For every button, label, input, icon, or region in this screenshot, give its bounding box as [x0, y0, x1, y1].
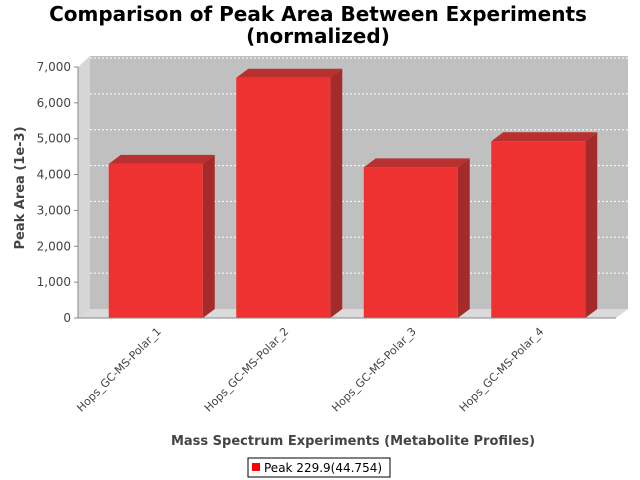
- legend-swatch: [252, 463, 260, 471]
- bar-side: [202, 154, 215, 318]
- bar-top: [363, 158, 470, 168]
- y-axis-label: Peak Area (1e-3): [13, 126, 28, 249]
- bars: [108, 68, 598, 318]
- y-axis-ticks: 0 1,000 2,000 3,000 4,000 5,000 6,000 7,000: [37, 60, 78, 325]
- legend-label: Peak 229.9(44.754): [264, 461, 382, 475]
- bar-side: [457, 158, 470, 318]
- chart-title-line-2: (normalized): [246, 24, 390, 48]
- legend: Peak 229.9(44.754): [247, 457, 391, 478]
- x-axis-ticks: Hops_GC-MS-Polar_1 Hops_GC-MS-Polar_2 Hops…: [74, 325, 546, 415]
- plot-area: [77, 56, 628, 319]
- bar-top: [108, 154, 215, 164]
- y-tick-label: 3,000: [37, 203, 71, 217]
- y-tick-label: 6,000: [37, 96, 71, 110]
- plot-left-wall: [78, 56, 90, 318]
- x-tick-label: Hops_GC-MS-Polar_2: [202, 325, 292, 415]
- y-tick-label: 0: [63, 311, 71, 325]
- bar-top: [491, 132, 598, 142]
- bar-front: [491, 141, 586, 318]
- x-tick-label: Hops_GC-MS-Polar_4: [457, 325, 547, 415]
- x-tick-label: Hops_GC-MS-Polar_3: [329, 325, 419, 415]
- y-tick-label: 7,000: [37, 60, 71, 74]
- bar-front: [108, 163, 203, 318]
- legend-box: [247, 457, 391, 478]
- bar-front: [363, 167, 458, 318]
- x-axis-label: Mass Spectrum Experiments (Metabolite Pr…: [171, 434, 535, 449]
- y-tick-label: 4,000: [37, 168, 71, 182]
- bar-3: [363, 158, 470, 318]
- bar-4: [491, 132, 598, 318]
- bar-1: [108, 154, 215, 318]
- chart-title-line-1: Comparison of Peak Area Between Experime…: [49, 2, 587, 26]
- y-tick-label: 5,000: [37, 132, 71, 146]
- bar-2: [236, 68, 343, 318]
- bar-top: [236, 68, 343, 78]
- plot-floor: [78, 309, 628, 318]
- x-tick-label: Hops_GC-MS-Polar_1: [74, 325, 164, 415]
- bar-front: [236, 77, 331, 318]
- y-tick-label: 1,000: [37, 275, 71, 289]
- bar-side: [330, 68, 343, 318]
- bar-side: [585, 132, 598, 318]
- y-tick-label: 2,000: [37, 239, 71, 253]
